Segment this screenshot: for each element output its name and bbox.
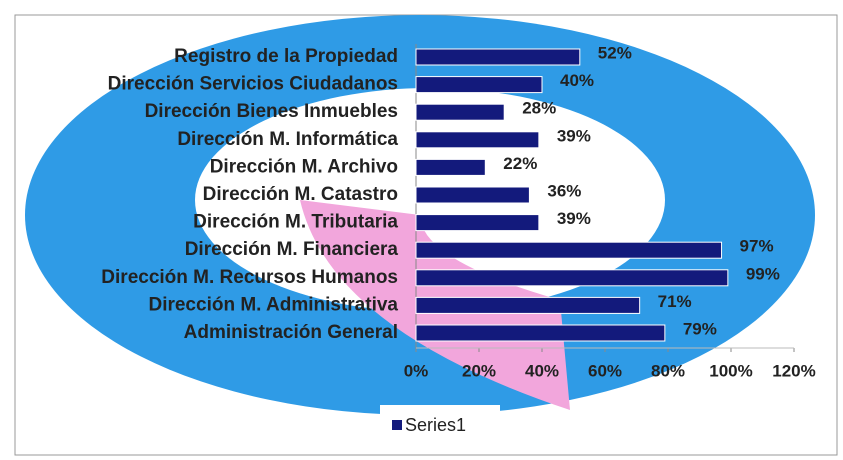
bar bbox=[415, 48, 581, 66]
value-label: 52% bbox=[598, 43, 632, 62]
bar bbox=[415, 269, 729, 287]
x-tick-label: 80% bbox=[651, 361, 685, 380]
value-label: 36% bbox=[547, 181, 581, 200]
y-tick-label: Dirección M. Informática bbox=[177, 129, 398, 150]
value-label: 40% bbox=[560, 71, 594, 90]
bar bbox=[415, 214, 540, 232]
y-tick-label: Dirección M. Catastro bbox=[203, 184, 398, 205]
value-label: 71% bbox=[658, 292, 692, 311]
y-tick-label: Dirección M. Tributaria bbox=[193, 212, 398, 233]
x-tick-label: 40% bbox=[525, 361, 559, 380]
bar bbox=[415, 296, 641, 314]
y-tick-label: Dirección M. Financiera bbox=[185, 239, 399, 260]
x-tick-label: 20% bbox=[462, 361, 496, 380]
x-tick-label: 0% bbox=[404, 361, 429, 380]
y-tick-label: Dirección M. Administrativa bbox=[148, 294, 398, 315]
bar bbox=[415, 241, 723, 259]
x-tick-label: 60% bbox=[588, 361, 622, 380]
value-label: 39% bbox=[557, 126, 591, 145]
value-label: 79% bbox=[683, 319, 717, 338]
legend-label: Series1 bbox=[405, 415, 466, 435]
y-tick-label: Dirección Bienes Inmuebles bbox=[145, 101, 398, 122]
x-tick-label: 120% bbox=[772, 361, 815, 380]
y-tick-label: Dirección Servicios Ciudadanos bbox=[108, 74, 398, 95]
bar bbox=[415, 103, 505, 121]
legend-swatch bbox=[392, 420, 402, 430]
y-tick-label: Administración General bbox=[184, 322, 398, 343]
y-tick-label: Registro de la Propiedad bbox=[174, 46, 398, 67]
value-label: 22% bbox=[503, 154, 537, 173]
value-label: 28% bbox=[522, 99, 556, 118]
bar bbox=[415, 158, 486, 176]
bar bbox=[415, 76, 543, 94]
bar bbox=[415, 131, 540, 149]
value-label: 39% bbox=[557, 209, 591, 228]
bar bbox=[415, 186, 530, 204]
x-tick-label: 100% bbox=[709, 361, 752, 380]
bar bbox=[415, 324, 666, 342]
value-label: 97% bbox=[740, 237, 774, 256]
value-label: 99% bbox=[746, 264, 780, 283]
y-tick-label: Dirección M. Archivo bbox=[210, 156, 398, 177]
y-tick-label: Dirección M. Recursos Humanos bbox=[101, 267, 398, 288]
